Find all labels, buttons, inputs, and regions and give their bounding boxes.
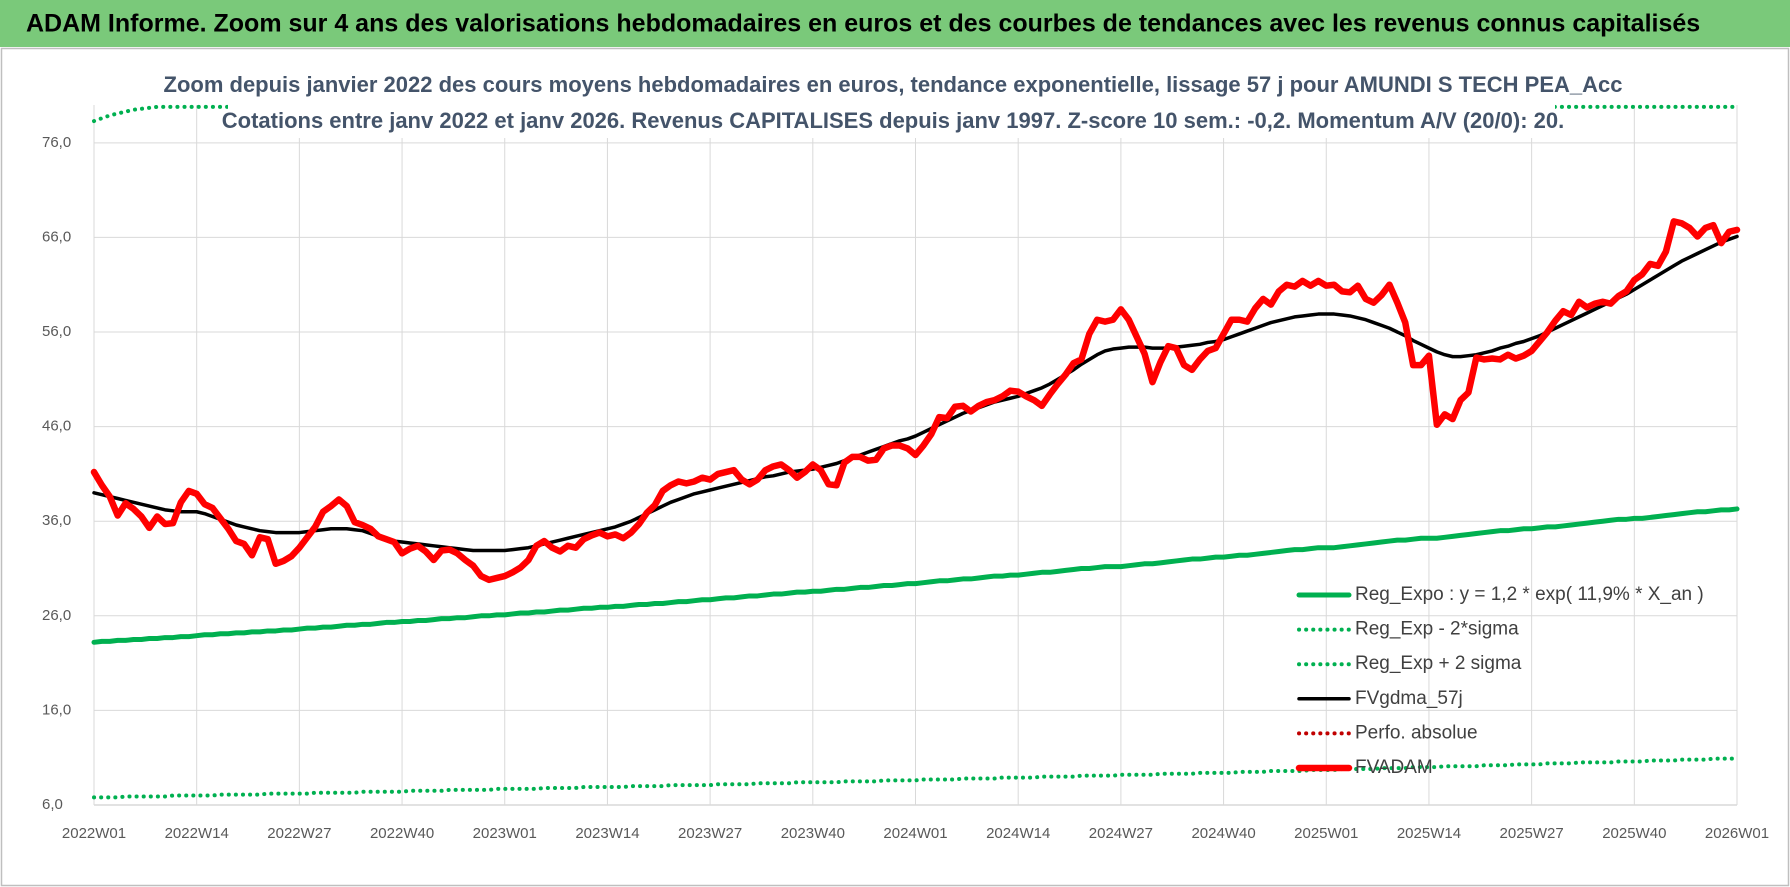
legend-label: Perfo. absolue: [1355, 722, 1478, 743]
legend-label: Reg_Expo : y = 1,2 * exp( 11,9% * X_an ): [1355, 584, 1704, 605]
y-tick-label: 66,0: [42, 228, 71, 245]
y-tick-label: 76,0: [42, 134, 71, 151]
subtitle-box: [228, 68, 1555, 138]
legend-label: Reg_Exp + 2 sigma: [1355, 653, 1522, 674]
legend: Reg_Expo : y = 1,2 * exp( 11,9% * X_an )…: [1295, 584, 1704, 778]
y-tick-label: 46,0: [42, 418, 71, 435]
series-line: [90, 218, 1741, 584]
x-tick-label: 2025W01: [1294, 825, 1358, 842]
x-tick-label: 2022W14: [165, 825, 229, 842]
x-tick-label: 2026W01: [1705, 825, 1769, 842]
grid: 6,0 16,0 26,0 36,0 46,0 56,0 66,0 76,0 2022W01 20…: [42, 105, 1769, 842]
y-tick-label: 6,0: [42, 796, 63, 813]
series-line: [92, 756, 1739, 800]
x-tick-label: 2023W27: [678, 825, 742, 842]
legend-label: Reg_Exp - 2*sigma: [1355, 619, 1519, 640]
y-tick-label: 56,0: [42, 323, 71, 340]
header-bar: [0, 0, 1790, 47]
x-tick-label: 2025W14: [1397, 825, 1461, 842]
y-tick-label: 26,0: [42, 607, 71, 624]
x-tick-label: 2024W14: [986, 825, 1050, 842]
legend-label: FVgdma_57j: [1355, 688, 1463, 709]
subtitle: Zoom depuis janvier 2022 des cours moyen…: [164, 72, 1623, 97]
subtitle: Cotations entre janv 2022 et janv 2026. …: [222, 108, 1564, 133]
x-tick-label: 2024W40: [1191, 825, 1255, 842]
x-tick-label: 2023W40: [781, 825, 845, 842]
x-tick-label: 2023W01: [473, 825, 537, 842]
series-line: [91, 506, 1740, 645]
x-tick-label: 2022W01: [62, 825, 126, 842]
y-tick-label: 16,0: [42, 701, 71, 718]
x-tick-label: 2025W27: [1500, 825, 1564, 842]
x-tick-label: 2022W40: [370, 825, 434, 842]
legend-label: FVADAM: [1355, 757, 1433, 778]
x-tick-label: 2023W14: [575, 825, 639, 842]
x-tick-label: 2024W27: [1089, 825, 1153, 842]
chart-title: ADAM Informe. Zoom sur 4 ans des valoris…: [26, 10, 1700, 38]
x-tick-label: 2024W01: [883, 825, 947, 842]
y-tick-label: 36,0: [42, 512, 71, 529]
chart-frame: [0, 47, 1790, 887]
x-tick-label: 2025W40: [1602, 825, 1666, 842]
x-tick-label: 2022W27: [267, 825, 331, 842]
series-line: [92, 234, 1739, 553]
